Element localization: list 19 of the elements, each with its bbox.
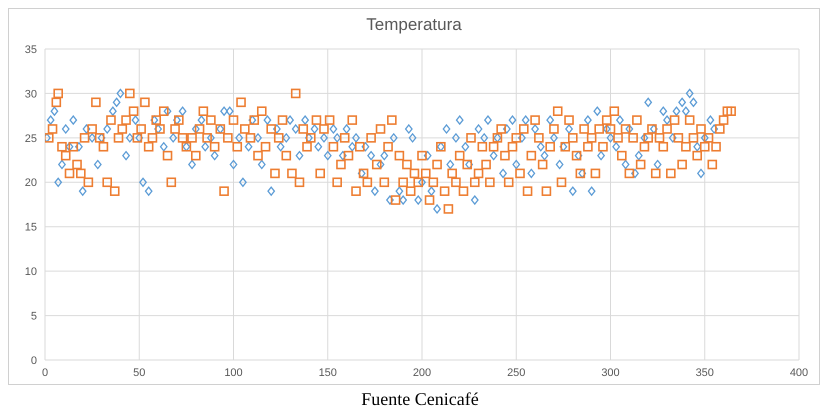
x-tick-label: 50 bbox=[133, 366, 146, 379]
x-tick-label: 0 bbox=[42, 366, 48, 379]
chart-title: Temperatura bbox=[365, 15, 463, 35]
x-tick-label: 250 bbox=[507, 366, 526, 379]
y-tick-label: 20 bbox=[24, 177, 37, 190]
y-tick-label: 35 bbox=[24, 44, 37, 56]
x-tick-label: 300 bbox=[601, 366, 620, 379]
x-tick-label: 100 bbox=[224, 366, 243, 379]
y-tick-label: 0 bbox=[30, 354, 37, 367]
y-tick-label: 15 bbox=[24, 222, 37, 234]
source-note: Fuente Cenicafé bbox=[360, 389, 480, 410]
y-tick-label: 25 bbox=[24, 132, 37, 145]
x-tick-label: 150 bbox=[318, 366, 337, 379]
x-tick-label: 200 bbox=[412, 366, 432, 379]
y-tick-label: 30 bbox=[24, 88, 37, 100]
x-tick-label: 400 bbox=[790, 366, 808, 379]
x-tick-label: 350 bbox=[696, 366, 714, 379]
y-tick-label: 10 bbox=[24, 266, 37, 278]
y-tick-label: 5 bbox=[30, 310, 37, 322]
